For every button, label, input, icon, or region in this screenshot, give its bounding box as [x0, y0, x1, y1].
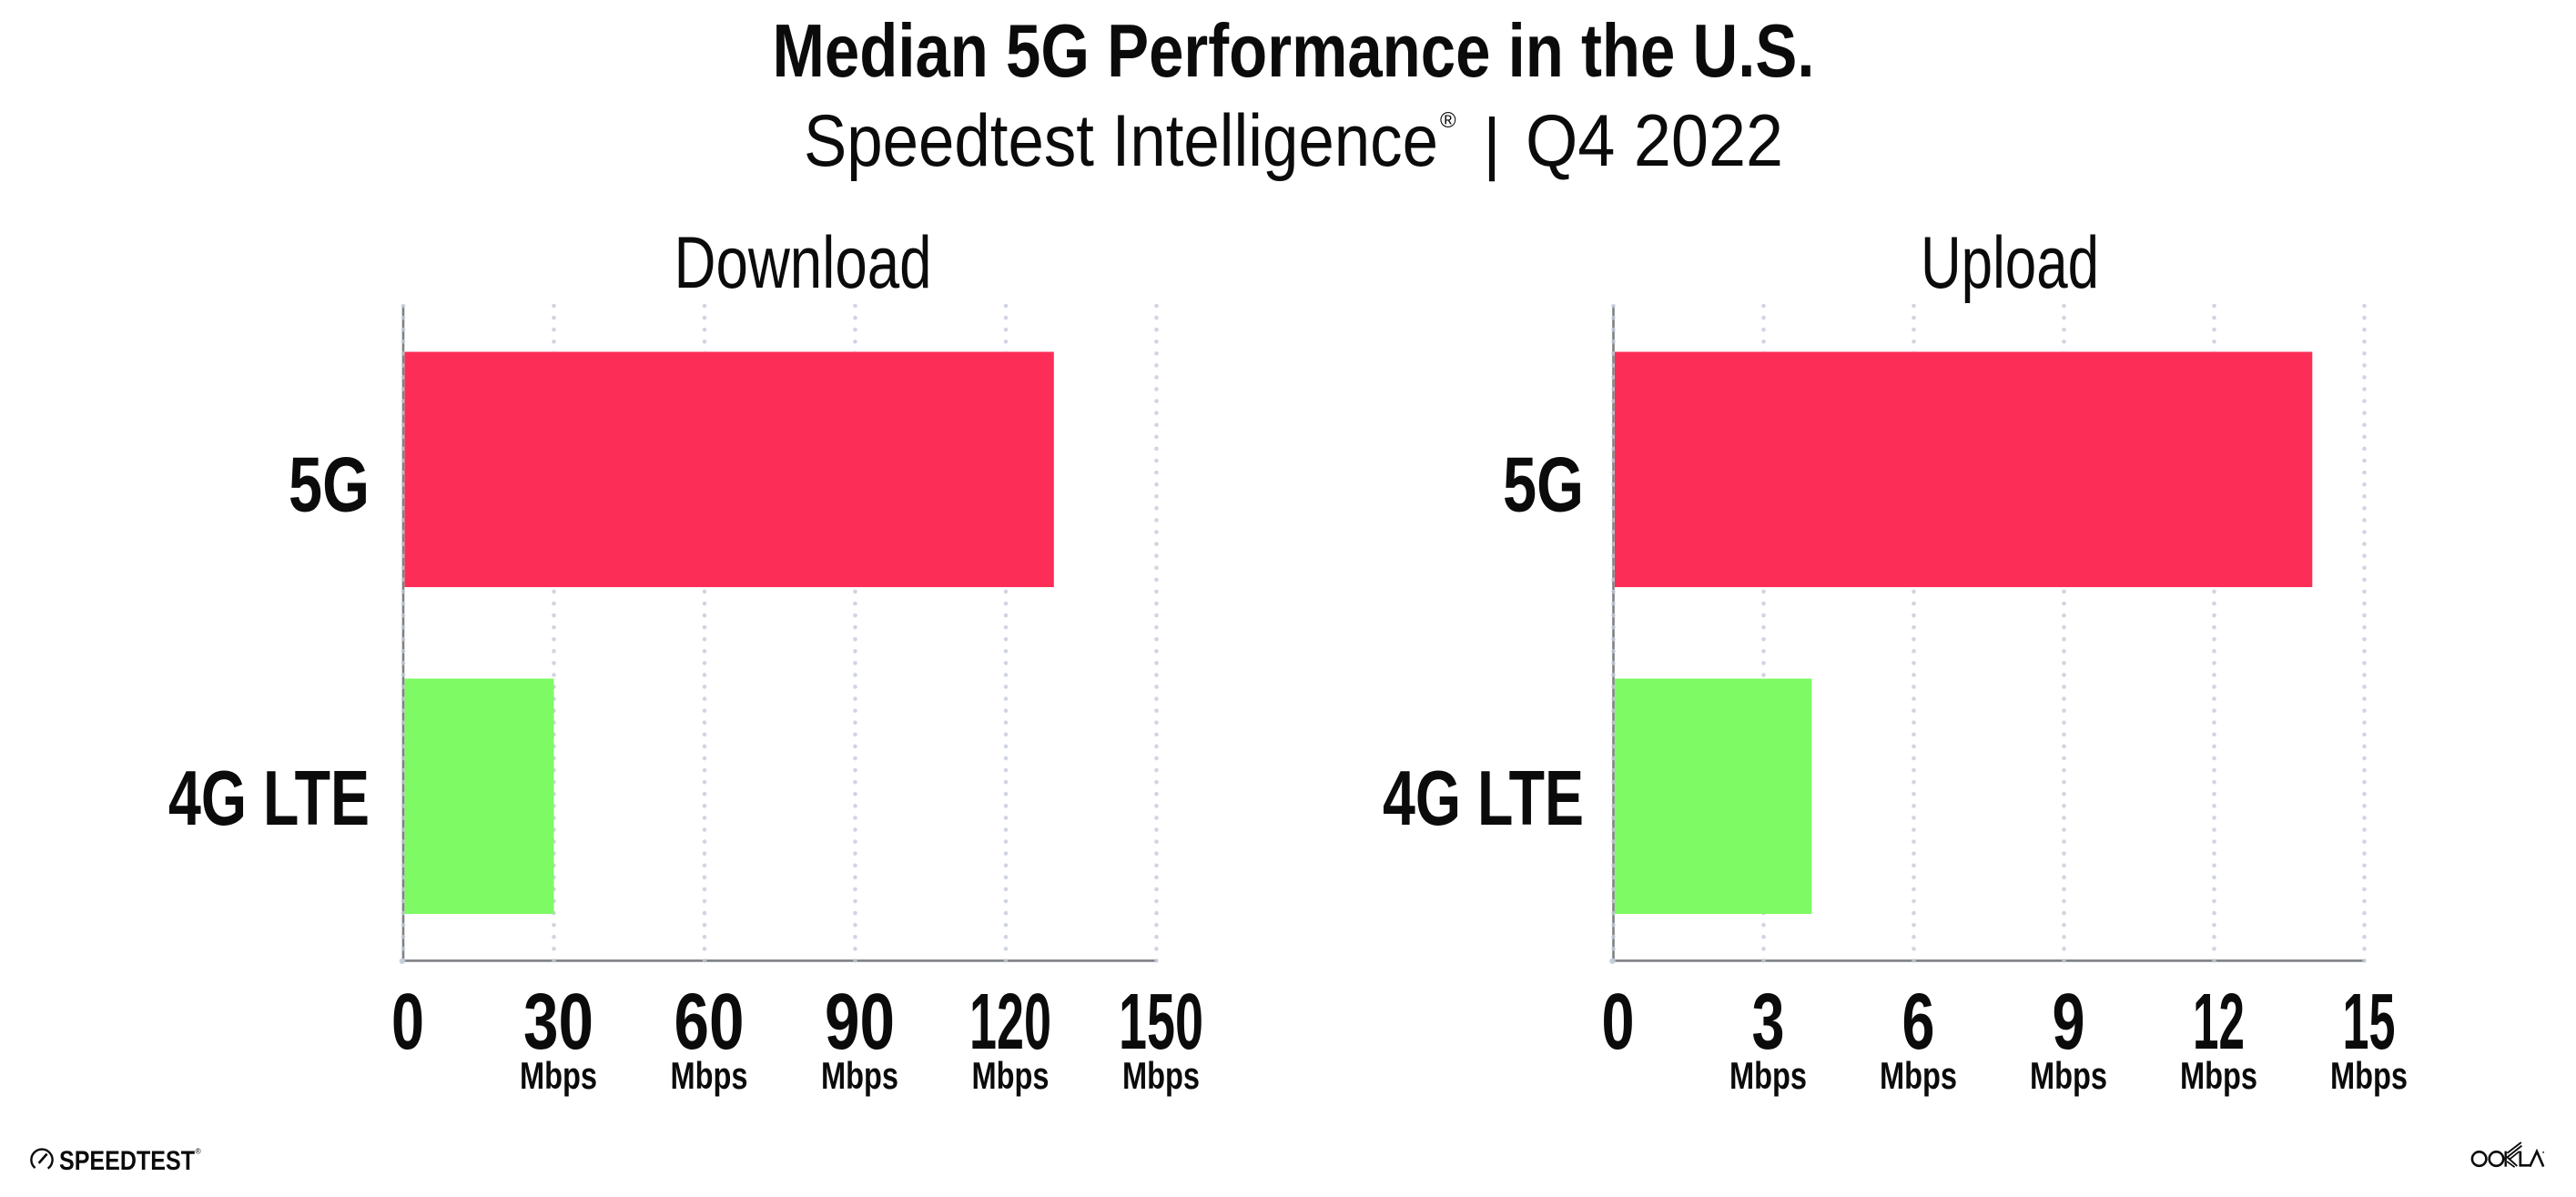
svg-text:6: 6	[1902, 977, 1935, 1066]
svg-text:15: 15	[2343, 977, 2396, 1066]
svg-text:60: 60	[674, 977, 745, 1066]
svg-text:Mbps: Mbps	[671, 1054, 748, 1097]
svg-text:90: 90	[825, 977, 895, 1066]
svg-text:Mbps: Mbps	[520, 1054, 597, 1097]
svg-text:Speedtest Intelligence: Speedtest Intelligence	[804, 100, 1438, 182]
svg-text:®: ®	[196, 1147, 202, 1156]
svg-text:0: 0	[1602, 977, 1635, 1066]
svg-text:Mbps: Mbps	[1880, 1054, 1957, 1097]
svg-text:®: ®	[1440, 108, 1456, 133]
svg-text:4G LTE: 4G LTE	[1383, 756, 1584, 842]
svg-text:|: |	[1483, 105, 1501, 182]
svg-text:Q4 2022: Q4 2022	[1526, 100, 1783, 182]
svg-text:Mbps: Mbps	[2030, 1054, 2107, 1097]
svg-text:Download: Download	[674, 222, 932, 304]
svg-text:Mbps: Mbps	[972, 1054, 1050, 1097]
svg-text:12: 12	[2193, 977, 2245, 1066]
svg-text:5G: 5G	[1503, 442, 1584, 529]
svg-text:120: 120	[969, 977, 1051, 1066]
svg-text:0: 0	[391, 977, 424, 1066]
svg-text:Mbps: Mbps	[2330, 1054, 2408, 1097]
svg-text:Median 5G Performance in the U: Median 5G Performance in the U.S.	[773, 8, 1815, 93]
svg-text:150: 150	[1119, 977, 1203, 1066]
svg-text:Mbps: Mbps	[1122, 1054, 1200, 1097]
svg-text:Upload: Upload	[1921, 222, 2099, 304]
svg-text:3: 3	[1752, 977, 1785, 1066]
svg-text:Mbps: Mbps	[1729, 1054, 1807, 1097]
svg-text:Mbps: Mbps	[821, 1054, 898, 1097]
svg-text:5G: 5G	[289, 442, 370, 529]
svg-text:Mbps: Mbps	[2180, 1054, 2257, 1097]
svg-text:30: 30	[523, 977, 593, 1066]
svg-text:9: 9	[2053, 977, 2085, 1066]
svg-text:SPEEDTEST: SPEEDTEST	[59, 1146, 195, 1176]
svg-text:4G LTE: 4G LTE	[168, 756, 370, 842]
